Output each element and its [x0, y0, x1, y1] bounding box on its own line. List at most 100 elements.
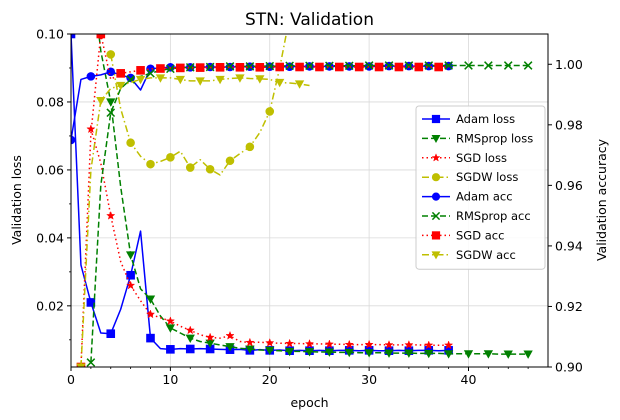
series-layer	[71, 34, 533, 367]
y-left-tick-label: 0.10	[36, 27, 64, 42]
data-point-sgdw-loss	[106, 50, 116, 59]
legend-marker-adam-loss	[431, 114, 441, 124]
data-point-adam-loss	[126, 270, 135, 280]
chart-title: STN: Validation	[245, 10, 374, 30]
data-point-sgdw-loss	[225, 156, 235, 166]
y-right-tick-label: 0.96	[555, 178, 583, 193]
data-point-rmsprop-acc-stroke	[364, 61, 374, 70]
y-axis-left-title: Validation loss	[9, 155, 24, 245]
data-point-sgd-loss	[284, 338, 295, 348]
series-line-sgdw-loss	[110, 34, 288, 176]
data-point-rmsprop-acc	[86, 358, 96, 367]
legend-label-adam-acc: Adam acc	[456, 190, 513, 204]
data-point-sgdw-acc	[215, 75, 225, 85]
data-point-sgd-loss	[443, 340, 454, 350]
data-point-sgd-loss	[424, 340, 434, 350]
data-point-sgdw-acc	[96, 97, 106, 106]
data-point-rmsprop-loss	[384, 349, 394, 358]
data-point-adam-acc	[71, 135, 76, 145]
y-right-tick-label: 0.94	[555, 238, 583, 253]
legend-label-sgdw-loss: SGDW loss	[456, 170, 518, 184]
data-point-adam-acc	[126, 73, 135, 83]
y-left-tick-label: 0.06	[36, 162, 64, 177]
data-point-rmsprop-acc	[305, 61, 314, 71]
data-point-rmsprop-acc	[106, 108, 116, 118]
data-point-sgd-acc	[414, 62, 424, 72]
data-point-sgdw-acc	[195, 77, 205, 86]
data-point-rmsprop-acc-stroke	[484, 61, 493, 70]
data-point-sgdw-loss	[265, 107, 275, 116]
series-rmsprop-loss	[98, 34, 533, 359]
data-point-sgd-loss	[106, 210, 116, 220]
data-point-sgdw-acc	[235, 74, 245, 83]
legend-label-rmsprop-loss: RMSprop loss	[456, 131, 533, 145]
y-axis-right-title: Validation accuracy	[594, 138, 609, 261]
data-point-rmsprop-loss	[344, 348, 354, 358]
data-point-sgd-acc	[315, 62, 324, 72]
y-right-tick-label: 0.98	[555, 117, 583, 132]
data-point-adam-loss	[185, 344, 195, 354]
data-point-rmsprop-acc-stroke	[384, 61, 394, 70]
data-point-rmsprop-loss	[106, 98, 116, 107]
data-point-sgd-acc	[374, 62, 384, 72]
axis-layer: 0 10 20 30 40 0.02 0.04 0.06 0.08 0.10 0.90 0.92 0.9…	[36, 27, 583, 388]
legend-marker-rmsprop-acc-stroke	[431, 211, 441, 221]
y-right-tick-label: 1.00	[555, 57, 583, 72]
data-point-sgd-loss	[245, 337, 255, 347]
data-point-rmsprop-acc-stroke	[126, 75, 135, 84]
legend: Adam loss RMSprop loss SGD loss SGDW loss Ad…	[415, 105, 546, 270]
y-left-tick-label: 0.04	[36, 230, 64, 245]
data-point-sgd-acc	[354, 62, 364, 72]
data-point-rmsprop-loss	[145, 295, 156, 304]
data-point-sgd-loss	[225, 330, 235, 340]
data-point-rmsprop-loss	[284, 347, 295, 357]
data-point-rmsprop-acc	[265, 61, 275, 71]
data-point-sgd-loss	[145, 309, 156, 319]
x-tick-label: 30	[361, 372, 377, 387]
data-point-sgdw-acc	[155, 74, 166, 83]
data-point-rmsprop-loss	[523, 350, 533, 359]
data-point-sgd-loss	[125, 280, 136, 290]
legend-marker-sgdw-acc	[431, 251, 441, 260]
data-point-rmsprop-loss	[324, 348, 335, 357]
data-point-rmsprop-acc	[344, 61, 354, 71]
x-tick-label: 0	[67, 372, 75, 387]
data-point-adam-loss	[166, 345, 175, 354]
data-point-rmsprop-acc-stroke	[285, 61, 294, 71]
data-point-rmsprop-acc-stroke	[166, 64, 175, 74]
data-point-sgdw-loss	[205, 164, 215, 174]
data-point-rmsprop-loss	[463, 350, 474, 359]
legend-marker-adam-acc	[431, 192, 441, 201]
data-point-rmsprop-loss	[265, 346, 275, 356]
data-point-sgdw-acc	[275, 78, 285, 88]
y-right-tick-label: 0.90	[555, 360, 583, 375]
data-point-rmsprop-acc	[424, 61, 434, 70]
data-point-rmsprop-loss	[424, 349, 434, 359]
data-point-sgd-acc	[255, 63, 265, 72]
y-left-tick-label: 0.02	[36, 298, 64, 313]
data-point-sgdw-acc	[255, 75, 265, 84]
data-point-rmsprop-acc	[404, 61, 414, 70]
data-point-sgd-loss	[364, 339, 374, 349]
data-point-rmsprop-acc	[225, 62, 235, 71]
data-point-sgdw-acc	[175, 75, 185, 85]
legend-item-sgdw-loss: SGDW loss	[422, 170, 518, 184]
data-point-rmsprop-acc	[503, 61, 513, 70]
data-point-sgd-loss	[384, 339, 394, 349]
data-point-sgd-acc	[136, 66, 145, 75]
data-point-adam-loss	[146, 333, 155, 343]
data-point-sgd-loss	[265, 337, 275, 347]
data-point-sgdw-loss	[166, 153, 175, 162]
data-point-rmsprop-acc-stroke	[225, 62, 235, 71]
data-point-rmsprop-acc	[444, 61, 453, 70]
data-point-rmsprop-acc-stroke	[185, 62, 195, 72]
data-point-rmsprop-acc	[384, 61, 394, 70]
data-point-rmsprop-loss	[125, 251, 136, 260]
legend-label-sgd-acc: SGD acc	[456, 228, 504, 242]
data-point-sgd-loss	[205, 332, 215, 342]
data-point-rmsprop-acc	[484, 61, 493, 70]
data-point-sgd-loss	[404, 339, 414, 349]
data-point-rmsprop-acc	[464, 61, 473, 70]
legend-item-sgdw-acc: SGDW acc	[422, 248, 516, 262]
data-point-sgd-loss	[185, 325, 195, 335]
